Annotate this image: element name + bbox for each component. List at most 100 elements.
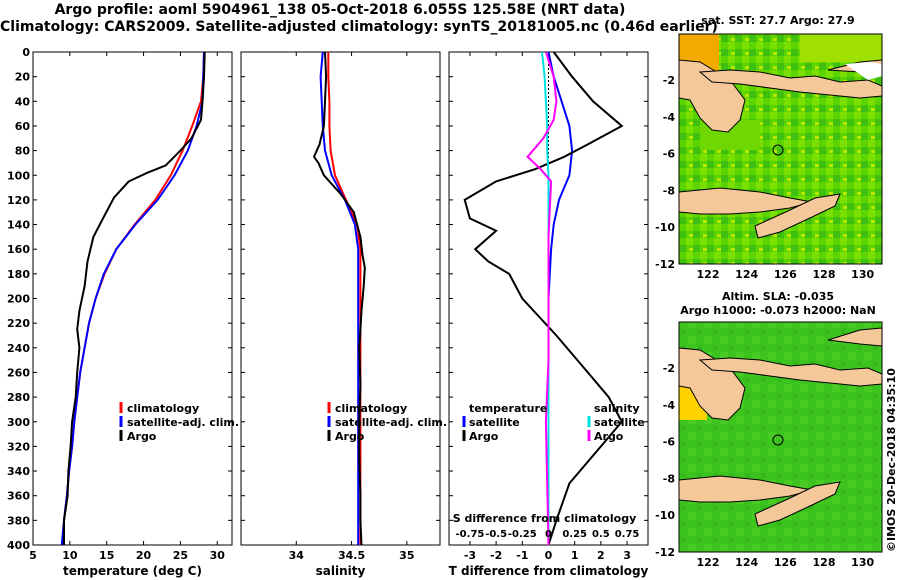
land-flores-2 <box>679 475 813 503</box>
legend-label: satellite <box>469 416 520 429</box>
x-tick-label: 20 <box>136 549 152 562</box>
y-tick-label: 0 <box>22 46 30 59</box>
x-tick-label: 2 <box>597 549 605 562</box>
y-tick-label: 280 <box>7 391 30 404</box>
map-x-tick-label: 122 <box>697 556 720 569</box>
map-x-tick-label: 122 <box>697 268 720 281</box>
legend-label: Argo <box>335 430 365 443</box>
salinity-diff-tick-label: -0.25 <box>508 529 537 540</box>
map-x-tick-label: 130 <box>851 556 874 569</box>
sst-missing <box>845 62 882 80</box>
x-tick-label: 34 <box>289 549 305 562</box>
y-tick-label: 320 <box>7 440 30 453</box>
salinity-diff-tick-label: 0 <box>545 529 552 540</box>
x-axis-label: temperature (deg C) <box>63 564 202 578</box>
y-tick-label: 380 <box>7 514 30 527</box>
x-tick-label: 30 <box>210 549 226 562</box>
y-tick-label: 40 <box>15 95 31 108</box>
sst-map-title: sat. SST: 27.7 Argo: 27.9 <box>701 14 854 27</box>
y-tick-label: 20 <box>15 71 31 84</box>
salinity-diff-tick-label: -0.5 <box>485 529 507 540</box>
plot-area-temperature <box>32 51 233 546</box>
y-tick-label: 400 <box>7 539 30 552</box>
map-y-tick-label: -6 <box>663 436 676 449</box>
legend-label: Argo <box>594 430 624 443</box>
legend-label: satellite-adj. clim. <box>127 416 239 429</box>
map-x-tick-label: 128 <box>813 268 836 281</box>
legend-label: Argo <box>127 430 157 443</box>
sla-map-title-line1: Altim. SLA: -0.035 <box>722 290 834 303</box>
legend-label: climatology <box>335 402 407 415</box>
x-tick-label: 5 <box>29 549 37 562</box>
map-y-tick-label: -10 <box>655 509 675 522</box>
legend-label: Argo <box>469 430 499 443</box>
x-tick-label: 1 <box>571 549 579 562</box>
chart-title-line2: Climatology: CARS2009. Satellite-adjuste… <box>0 19 718 35</box>
sst-map <box>678 33 883 265</box>
legend-label: salinity <box>594 402 640 415</box>
map-x-tick-label: 130 <box>851 268 874 281</box>
land-north-2 <box>698 357 882 387</box>
legend-label: satellite <box>594 416 645 429</box>
land-northeast-2 <box>827 327 882 347</box>
map-axes-sst_map: 122 124 126 128 130 -2 -4 -6 -8 -10 -12 <box>655 74 874 281</box>
map-y-tick-label: -2 <box>663 362 675 375</box>
x-tick-label: 10 <box>62 549 78 562</box>
x-axis-label: T difference from climatology <box>449 564 649 578</box>
x-tick-label: 15 <box>99 549 114 562</box>
panel-salinity: 34 34.5 35 salinity climatologysatellite-adj… <box>240 51 447 578</box>
y-tick-label: 120 <box>7 194 30 207</box>
sla-map <box>678 321 883 553</box>
y-tick-label: 100 <box>7 169 30 182</box>
x-tick-label: 34.5 <box>338 549 365 562</box>
map-y-tick-label: -4 <box>663 399 676 412</box>
series-line-argo <box>63 51 206 545</box>
y-tick-label: 140 <box>7 219 30 232</box>
map-y-tick-label: -8 <box>663 472 675 485</box>
y-tick-label: 260 <box>7 366 30 379</box>
x-tick-label: -2 <box>490 549 502 562</box>
salinity-diff-tick-label: 0.5 <box>592 529 610 540</box>
land-timor <box>754 193 841 239</box>
salinity-diff-tick-label: 0.25 <box>562 529 587 540</box>
map-y-tick-label: -12 <box>655 258 675 271</box>
sla-map-title-line2: Argo h1000: -0.073 h2000: NaN <box>680 304 876 317</box>
map-y-tick-label: -4 <box>663 111 676 124</box>
salinity-diff-tick-label: -0.75 <box>456 529 485 540</box>
x-tick-label: 25 <box>173 549 188 562</box>
plot-area-salinity <box>240 51 441 546</box>
imos-watermark: ©IMOS 20-Dec-2018 04:35:10 <box>885 368 898 552</box>
land-north <box>698 69 882 99</box>
x-tick-label: 0 <box>545 549 553 562</box>
y-tick-label: 160 <box>7 243 30 256</box>
map-y-tick-label: -8 <box>663 184 675 197</box>
legend-label: temperature <box>469 402 547 415</box>
salinity-diff-tick-label: 0.75 <box>615 529 640 540</box>
argo-position-marker-sla <box>772 434 784 446</box>
y-tick-label: 180 <box>7 268 30 281</box>
sst-warm-patch-2 <box>800 34 882 62</box>
legend-label: climatology <box>127 402 199 415</box>
y-tick-label: 300 <box>7 416 30 429</box>
y-tick-label: 360 <box>7 490 30 503</box>
map-x-tick-label: 126 <box>774 268 797 281</box>
map-y-tick-label: -10 <box>655 221 675 234</box>
x-tick-label: 35 <box>399 549 414 562</box>
map-y-tick-label: -12 <box>655 546 675 559</box>
map-x-tick-label: 124 <box>735 556 758 569</box>
x-tick-label: 3 <box>623 549 631 562</box>
panel-differences: -3 -2 -1 0 1 2 3 T difference from climatology t… <box>448 51 649 578</box>
y-tick-label: 220 <box>7 317 30 330</box>
map-x-tick-label: 124 <box>735 268 758 281</box>
y-tick-label: 200 <box>7 293 30 306</box>
legend-label: satellite-adj. clim. <box>335 416 447 429</box>
series-line-temperature-argo <box>463 51 624 546</box>
panel-temperature: 0 20 40 60 80 100 120 140 160 180 200 220 240 260 280 3… <box>7 46 239 578</box>
land-timor-2 <box>754 481 841 527</box>
x-tick-label: -3 <box>464 549 476 562</box>
y-tick-label: 60 <box>15 120 31 133</box>
land-flores <box>679 187 813 215</box>
salinity-diff-axis-label: S difference from climatology <box>453 512 637 525</box>
argo-position-marker-sst <box>772 144 784 156</box>
map-x-tick-label: 126 <box>774 556 797 569</box>
